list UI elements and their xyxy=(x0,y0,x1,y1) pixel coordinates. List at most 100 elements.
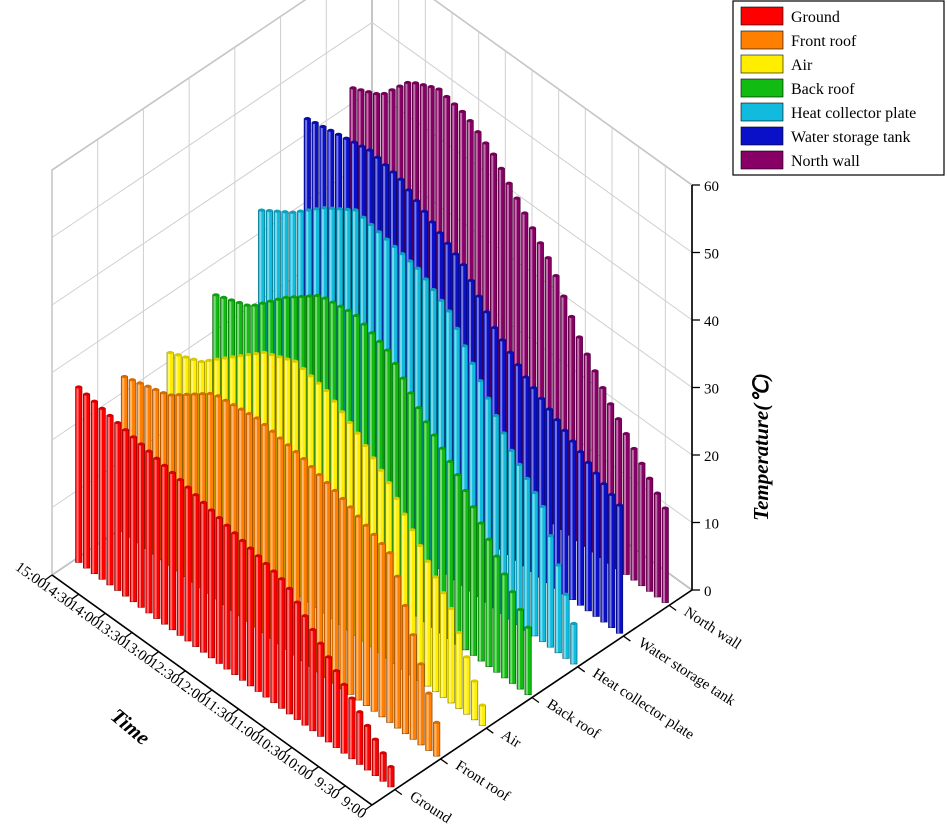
bar-top xyxy=(400,376,407,380)
bar xyxy=(463,656,471,715)
bar xyxy=(524,626,532,696)
bar-highlight xyxy=(586,462,589,611)
bar-highlight xyxy=(240,540,243,681)
bar xyxy=(562,593,570,659)
bar-highlight xyxy=(448,608,451,703)
bar-top xyxy=(182,355,189,359)
bar xyxy=(615,504,624,634)
bar-top xyxy=(366,148,373,152)
bar-top xyxy=(346,420,353,425)
bar-top xyxy=(623,431,630,436)
bar-top xyxy=(286,586,293,590)
bar-top xyxy=(206,358,213,362)
bar-top xyxy=(121,374,128,379)
bar-top xyxy=(75,385,82,389)
bar-top xyxy=(267,299,274,303)
bar-top xyxy=(166,350,174,355)
bar-top xyxy=(539,504,546,509)
bar-highlight xyxy=(631,448,634,581)
bar-top xyxy=(393,496,400,500)
bar-top xyxy=(314,293,321,298)
bar-highlight xyxy=(278,438,281,644)
bar-highlight xyxy=(99,408,102,580)
bar-top xyxy=(646,476,653,480)
bar-top xyxy=(485,537,493,541)
bar-top xyxy=(552,274,560,278)
bar xyxy=(554,564,562,654)
z-tick-label: 50 xyxy=(704,247,719,263)
bar-highlight xyxy=(409,529,412,675)
bar xyxy=(478,704,486,726)
bar-highlight xyxy=(471,506,474,656)
bar-highlight xyxy=(584,354,587,547)
bar-top xyxy=(474,130,482,134)
bar xyxy=(379,752,387,782)
bar-top xyxy=(376,339,384,343)
bar-top xyxy=(347,505,355,509)
bar-highlight xyxy=(456,632,459,709)
series-tick xyxy=(394,789,403,796)
bar-top xyxy=(553,418,561,422)
bar-highlight xyxy=(84,394,87,569)
bar-top xyxy=(367,222,375,227)
bar-highlight xyxy=(178,479,181,636)
bar-highlight xyxy=(123,429,126,597)
bar-top xyxy=(476,379,484,383)
bar-top xyxy=(531,490,538,495)
bar xyxy=(576,451,585,606)
bar-highlight xyxy=(302,615,305,726)
bar-highlight xyxy=(592,370,595,553)
bar-highlight xyxy=(256,555,259,692)
bar-top xyxy=(471,679,478,683)
bar-highlight xyxy=(333,490,336,684)
bar xyxy=(323,482,331,678)
bar-highlight xyxy=(417,545,420,681)
bar xyxy=(653,492,661,598)
bar-highlight xyxy=(293,451,296,656)
bar-top xyxy=(153,456,161,460)
bar-highlight xyxy=(547,408,550,583)
bar-highlight xyxy=(525,627,528,695)
bar xyxy=(223,524,231,670)
bar-highlight xyxy=(262,424,265,633)
bar-top xyxy=(402,603,409,608)
z-tick-label: 40 xyxy=(704,314,719,330)
bar-top xyxy=(432,575,439,579)
bar-highlight xyxy=(357,711,360,765)
bar xyxy=(501,573,509,679)
bar-highlight xyxy=(624,433,627,575)
bar xyxy=(339,498,347,690)
bar-highlight xyxy=(514,198,517,496)
bar-highlight xyxy=(231,404,234,611)
bar-top xyxy=(336,207,343,211)
bar-top xyxy=(431,433,438,437)
bar-top xyxy=(479,703,486,707)
bar-highlight xyxy=(524,478,527,631)
bar-top xyxy=(569,439,576,443)
bar-top xyxy=(375,230,382,234)
bar xyxy=(215,517,223,664)
series-tick xyxy=(623,635,631,642)
bar-top xyxy=(246,411,253,416)
bar-top xyxy=(247,546,254,550)
bar-top xyxy=(398,252,406,256)
bar-highlight xyxy=(441,592,444,698)
bar-highlight xyxy=(493,415,496,608)
bar xyxy=(608,493,616,629)
bar-top xyxy=(415,405,423,410)
bar-highlight xyxy=(600,387,603,558)
bar-highlight xyxy=(578,451,581,606)
bar-top xyxy=(184,485,192,489)
legend-swatch xyxy=(740,54,784,74)
bar-highlight xyxy=(287,588,290,714)
bar-top xyxy=(136,381,144,385)
bar-top xyxy=(278,577,285,581)
bar-top xyxy=(345,308,352,312)
bar-top xyxy=(483,310,491,314)
bar xyxy=(168,472,176,631)
bar-top xyxy=(168,393,175,397)
legend-swatch xyxy=(740,126,784,146)
bar-top xyxy=(405,188,412,192)
bar xyxy=(207,509,215,659)
bar-highlight xyxy=(107,415,110,585)
